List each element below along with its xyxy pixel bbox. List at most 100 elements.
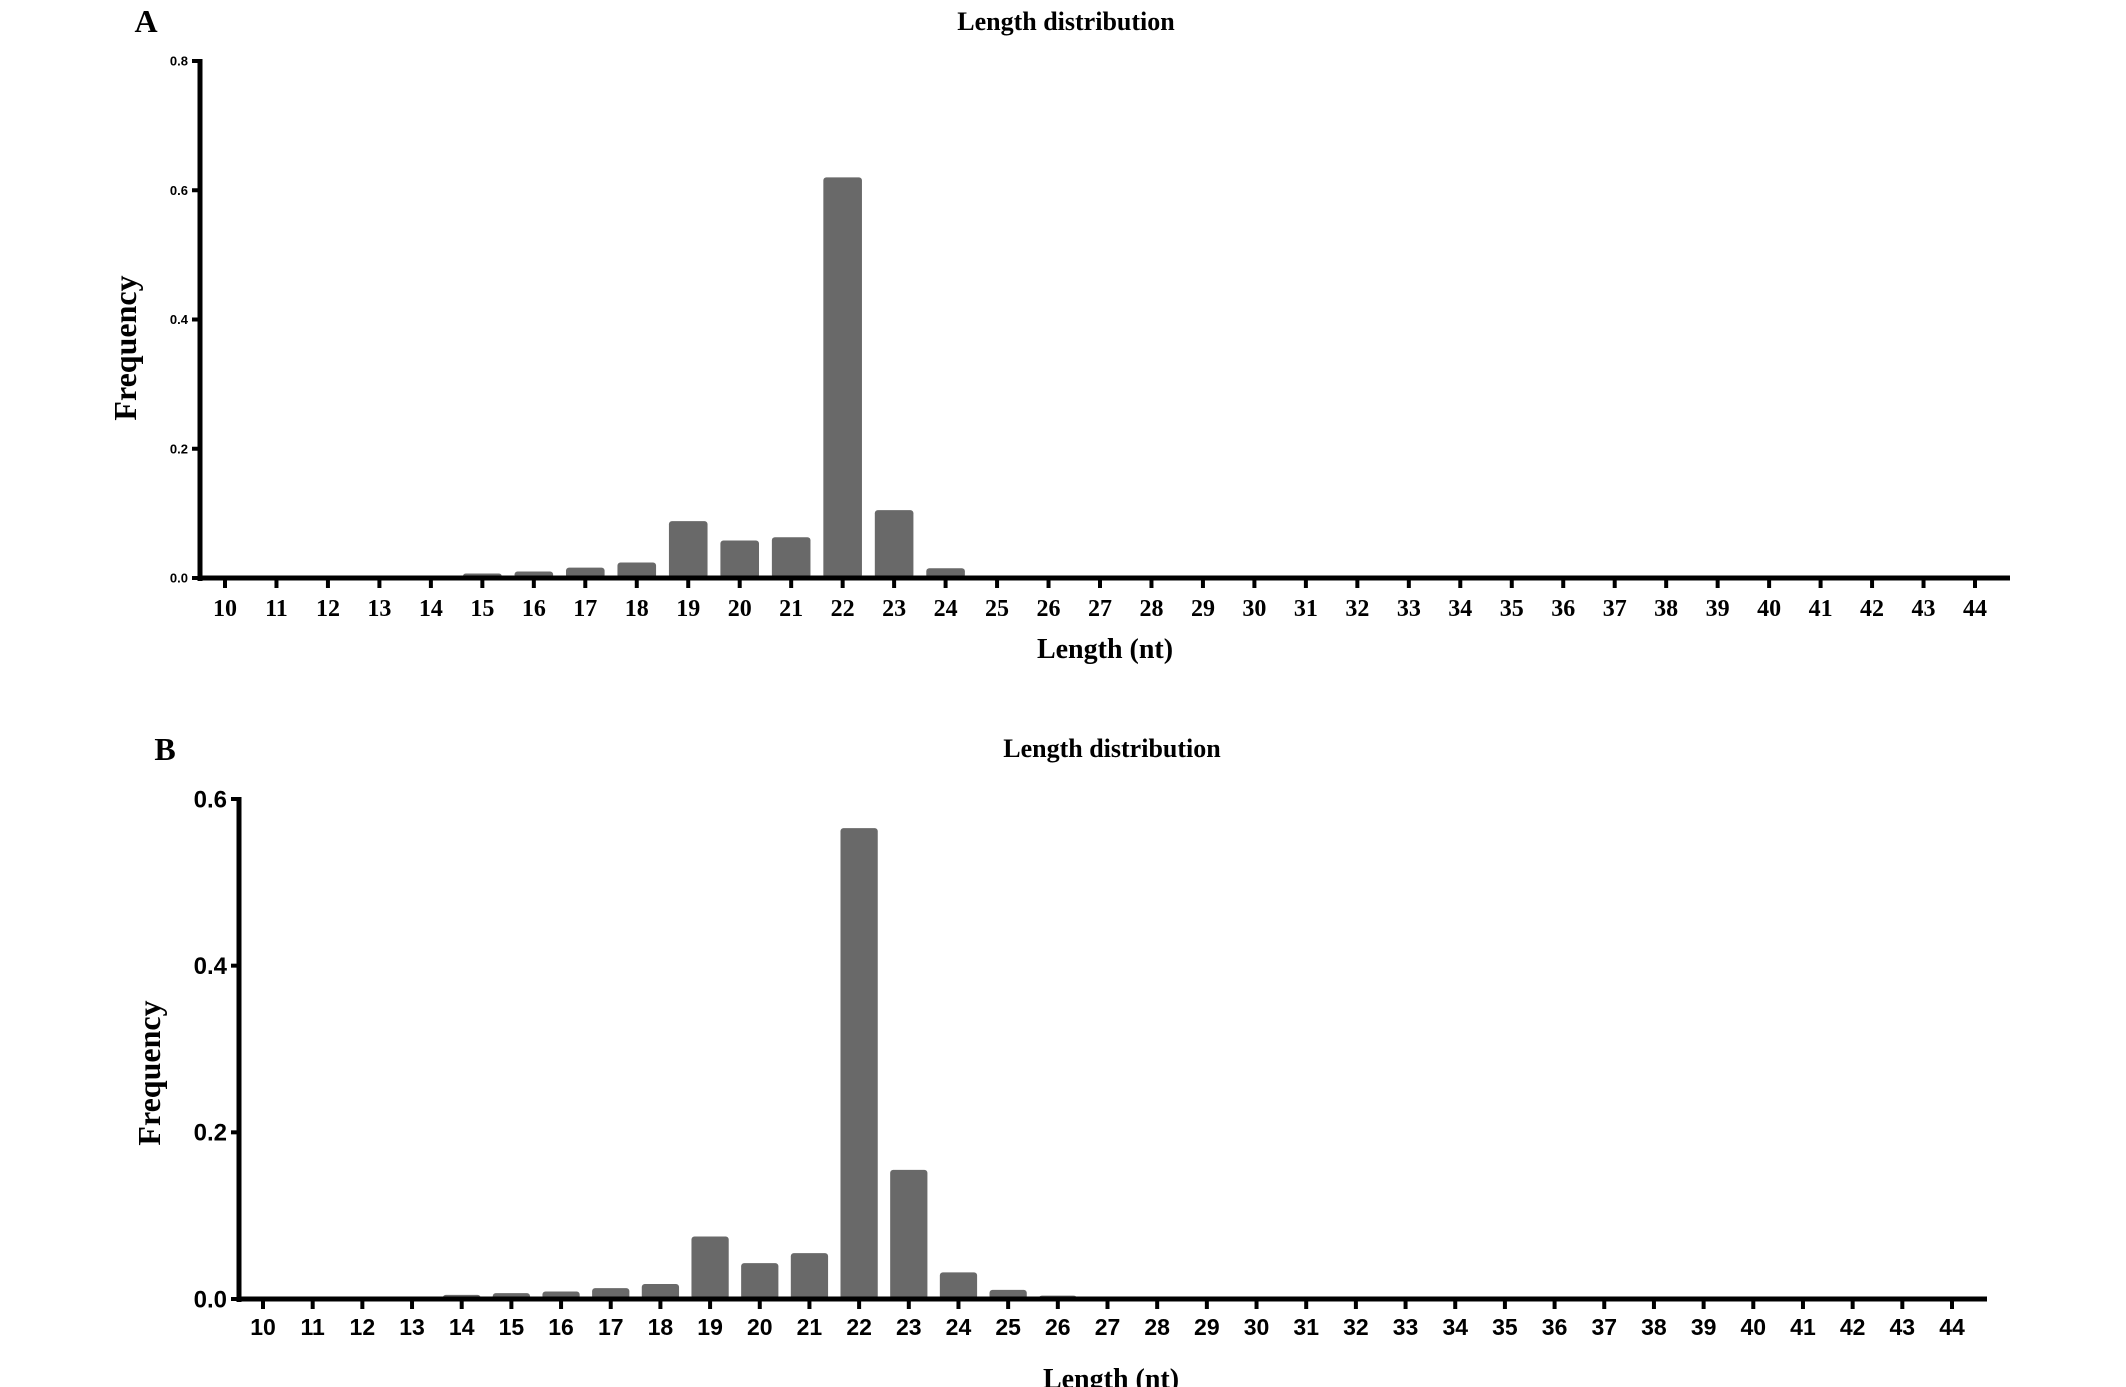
x-tick-label: 12: [350, 1314, 376, 1340]
x-tick-label: 34: [1442, 1314, 1468, 1340]
chart-panel-b: B Length distribution Length (nt) Frequency…: [131, 731, 1987, 1387]
x-tick-label: 37: [1603, 596, 1627, 622]
x-tick-label: 24: [934, 596, 958, 622]
x-tick-label: 23: [882, 596, 906, 622]
x-tick-label: 27: [1088, 596, 1112, 622]
x-tick-label: 43: [1912, 596, 1936, 622]
bar-22: [823, 177, 862, 578]
x-tick-label: 14: [449, 1314, 475, 1340]
x-tick-label: 43: [1890, 1314, 1916, 1340]
y-tick-label: 0.6: [170, 183, 188, 198]
bar-19: [668, 521, 708, 578]
bar-18: [641, 1284, 680, 1299]
x-tick-label: 36: [1542, 1314, 1568, 1340]
y-tick-label: 0.4: [170, 312, 189, 327]
x-tick-label: 30: [1242, 596, 1266, 622]
bar-20: [741, 1263, 779, 1299]
x-tick-label: 18: [648, 1314, 674, 1340]
x-tick-label: 28: [1139, 596, 1163, 622]
bar-20: [720, 540, 760, 578]
y-axis-label: Frequency: [131, 1000, 167, 1145]
bar-22: [840, 828, 878, 1299]
x-tick-label: 19: [697, 1314, 723, 1340]
bar-17: [565, 567, 605, 578]
x-tick-label: 33: [1393, 1314, 1419, 1340]
bar-23: [890, 1169, 928, 1299]
bar-23: [874, 510, 914, 578]
x-tick-label: 27: [1095, 1314, 1121, 1340]
x-tick-label: 31: [1293, 1314, 1319, 1340]
x-tick-label: 40: [1757, 596, 1781, 622]
x-tick-label: 37: [1591, 1314, 1617, 1340]
x-tick-label: 44: [1963, 596, 1987, 622]
x-tick-label: 35: [1500, 596, 1524, 622]
x-tick-label: 17: [598, 1314, 624, 1340]
x-tick-label: 18: [625, 596, 649, 622]
panel-label: B: [154, 731, 175, 767]
x-tick-label: 29: [1191, 596, 1215, 622]
x-tick-label: 39: [1691, 1314, 1717, 1340]
x-tick-label: 13: [367, 596, 391, 622]
x-tick-label: 35: [1492, 1314, 1518, 1340]
x-tick-label: 21: [797, 1314, 823, 1340]
x-tick-label: 23: [896, 1314, 922, 1340]
x-tick-label: 26: [1045, 1314, 1071, 1340]
x-tick-label: 38: [1654, 596, 1678, 622]
x-tick-label: 34: [1448, 596, 1472, 622]
x-tick-label: 44: [1939, 1314, 1965, 1340]
x-tick-label: 15: [470, 596, 494, 622]
chart-title: Length distribution: [957, 7, 1175, 36]
x-tick-label: 29: [1194, 1314, 1220, 1340]
y-tick-label: 0.2: [194, 1120, 227, 1147]
x-tick-label: 17: [573, 596, 597, 622]
x-tick-label: 32: [1345, 596, 1369, 622]
x-tick-label: 15: [499, 1314, 525, 1340]
x-tick-label: 16: [522, 596, 546, 622]
x-tick-label: 39: [1706, 596, 1730, 622]
x-tick-label: 42: [1840, 1314, 1866, 1340]
x-tick-label: 33: [1397, 596, 1421, 622]
x-tick-label: 14: [419, 596, 443, 622]
chart-panel-a: A Length distribution Length (nt) Frequency…: [107, 3, 2010, 665]
y-tick-label: 0.0: [194, 1286, 227, 1313]
bar-18: [617, 562, 657, 578]
x-tick-label: 25: [985, 596, 1009, 622]
x-tick-label: 19: [676, 596, 700, 622]
x-tick-label: 30: [1244, 1314, 1270, 1340]
x-tick-label: 28: [1144, 1314, 1170, 1340]
y-tick-label: 0.4: [194, 953, 228, 980]
x-tick-label: 36: [1551, 596, 1575, 622]
panel-label: A: [134, 3, 157, 39]
x-tick-label: 25: [995, 1314, 1021, 1340]
x-tick-label: 22: [831, 596, 855, 622]
x-tick-label: 21: [779, 596, 803, 622]
bar-24: [939, 1272, 978, 1299]
x-tick-label: 41: [1809, 596, 1833, 622]
x-axis-label: Length (nt): [1037, 634, 1173, 665]
x-tick-label: 10: [213, 596, 237, 622]
x-tick-label: 20: [728, 596, 752, 622]
bar-21: [771, 537, 811, 578]
x-tick-label: 42: [1860, 596, 1884, 622]
bar-17: [592, 1288, 630, 1299]
y-tick-label: 0.6: [194, 786, 227, 813]
y-tick-label: 0.2: [170, 441, 188, 456]
y-axis-label: Frequency: [107, 275, 143, 420]
x-axis-label: Length (nt): [1043, 1364, 1179, 1387]
x-tick-label: 20: [747, 1314, 773, 1340]
x-tick-label: 26: [1037, 596, 1061, 622]
x-tick-label: 31: [1294, 596, 1318, 622]
y-tick-label: 0.0: [170, 571, 188, 586]
x-tick-label: 10: [250, 1314, 276, 1340]
x-tick-label: 13: [399, 1314, 425, 1340]
x-tick-label: 11: [265, 596, 288, 622]
x-tick-label: 22: [846, 1314, 872, 1340]
x-tick-label: 24: [946, 1314, 972, 1340]
x-tick-label: 16: [548, 1314, 574, 1340]
x-tick-label: 40: [1740, 1314, 1766, 1340]
bar-19: [691, 1236, 729, 1299]
y-tick-label: 0.8: [170, 54, 188, 69]
x-tick-label: 38: [1641, 1314, 1667, 1340]
x-tick-label: 11: [301, 1314, 326, 1340]
